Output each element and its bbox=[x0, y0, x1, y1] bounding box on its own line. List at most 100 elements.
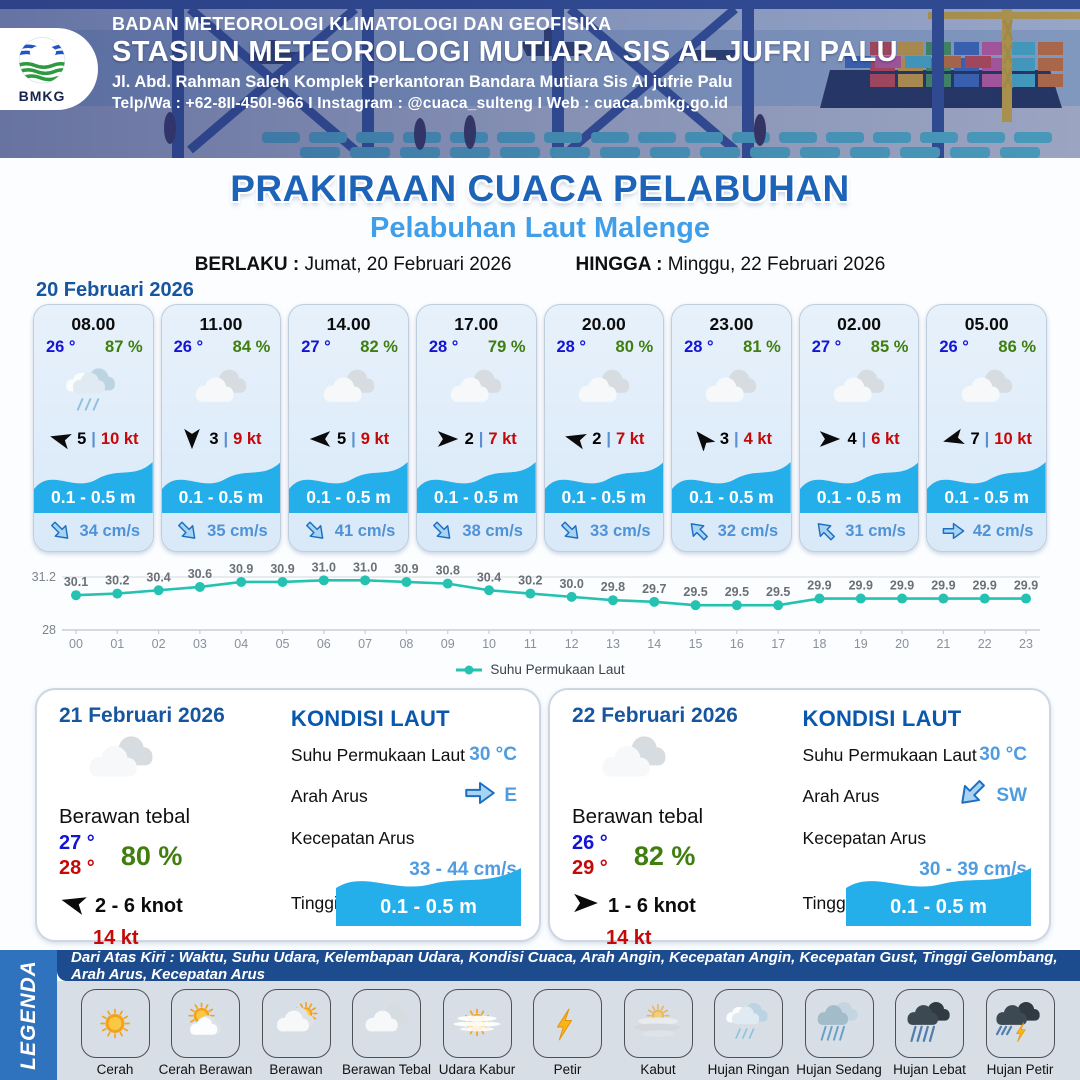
hourly-card-02.00: 02.00 27 ° 85 % 4 | 6 kt 0.1 - 0.5 m 31 … bbox=[798, 304, 920, 552]
svg-text:05: 05 bbox=[276, 637, 290, 651]
legend-item-label: Hujan Petir bbox=[986, 1062, 1054, 1077]
legend-icon-box bbox=[714, 989, 783, 1058]
bmkg-logo-icon bbox=[18, 37, 66, 84]
svg-text:30.2: 30.2 bbox=[518, 574, 542, 588]
card-wind-speed: 2 bbox=[464, 429, 474, 448]
svg-text:29.9: 29.9 bbox=[973, 579, 997, 593]
petir-icon bbox=[556, 1008, 572, 1041]
separator: | bbox=[478, 429, 484, 448]
wind-direction-icon bbox=[437, 431, 458, 447]
wave-height-value: 0.1 - 0.5 m bbox=[890, 896, 987, 918]
daily-date: 22 Februari 2026 bbox=[572, 704, 738, 727]
legend-icons-row: Cerah Cerah Berawan Berawan Berawan Teba… bbox=[57, 981, 1080, 1080]
current-direction-icon bbox=[561, 521, 579, 539]
station-name: STASIUN METEOROLOGI MUTIARA SIS AL JUFRI… bbox=[112, 36, 898, 68]
svg-text:09: 09 bbox=[441, 637, 455, 651]
hourly-card-17.00: 17.00 28 ° 79 % 2 | 7 kt 0.1 - 0.5 m 38 … bbox=[415, 304, 537, 552]
card-wave-height: 0.1 - 0.5 m bbox=[433, 487, 519, 507]
daily-card-22-feb: 22 Februari 2026 Berawan tebal 26 ° 29 °… bbox=[548, 688, 1051, 949]
card-wave-height: 0.1 - 0.5 m bbox=[816, 487, 902, 507]
legend-icon-box bbox=[80, 989, 150, 1058]
legend-item-berawan-tebal: Berawan Tebal bbox=[341, 989, 432, 1077]
card-current-speed: 41 cm/s bbox=[334, 521, 396, 540]
legend-icon-box bbox=[985, 989, 1055, 1058]
card-weather-icon bbox=[34, 357, 153, 427]
hourly-card-23.00: 23.00 28 ° 81 % 3 | 4 kt 0.1 - 0.5 m 32 … bbox=[671, 304, 792, 552]
card-humidity: 82 % bbox=[360, 338, 398, 356]
card-wind-speed: 2 bbox=[592, 429, 602, 448]
card-gust: 9 kt bbox=[233, 429, 262, 448]
svg-text:29.9: 29.9 bbox=[849, 579, 873, 593]
svg-text:30.4: 30.4 bbox=[146, 570, 170, 584]
legend-item-label: Berawan Tebal bbox=[341, 1062, 432, 1077]
card-temp: 26 ° bbox=[939, 338, 969, 356]
card-hour: 14.00 bbox=[326, 314, 371, 334]
berawan-tebal-icon bbox=[961, 369, 1012, 402]
card-hour: 11.00 bbox=[199, 314, 243, 334]
berawan-icon bbox=[276, 1001, 318, 1032]
svg-text:13: 13 bbox=[606, 637, 620, 651]
card-hour: 20.00 bbox=[581, 314, 626, 334]
svg-text:29.9: 29.9 bbox=[890, 579, 914, 593]
legend-item-hujan-ringan: Hujan Ringan bbox=[705, 989, 793, 1077]
card-temp: 28 ° bbox=[428, 338, 459, 356]
current-speed-label: Kecepatan Arus bbox=[290, 828, 415, 848]
card-gust: 10 kt bbox=[994, 429, 1032, 448]
sst-chart: 31.2 28 30.1 00 30.2 01 30.4 02 30.6 03 30.9 04 30.9… bbox=[0, 556, 1080, 656]
sea-condition-heading: KONDISI LAUT bbox=[802, 706, 962, 731]
hourly-card-11.00: 11.00 26 ° 84 % 3 | 9 kt 0.1 - 0.5 m 35 … bbox=[160, 304, 282, 552]
wind-direction-icon bbox=[59, 889, 87, 923]
berawan-tebal-icon bbox=[89, 736, 153, 777]
wave-icon bbox=[799, 462, 919, 513]
daily-card-21-feb: 21 Februari 2026 Berawan tebal 27 ° 28 °… bbox=[35, 688, 541, 949]
daily-weather-icon bbox=[590, 732, 797, 803]
svg-text:29.8: 29.8 bbox=[601, 580, 625, 594]
card-weather-icon bbox=[162, 357, 281, 427]
legend-item-udara-kabur: Udara Kabur bbox=[433, 989, 521, 1077]
wave-icon bbox=[289, 462, 408, 513]
legend-tab: LEGENDA bbox=[0, 950, 57, 1080]
card-wave-band: 0.1 - 0.5 m bbox=[416, 455, 536, 513]
wave-height-box: 0.1 - 0.5 m bbox=[846, 862, 1031, 926]
daily-temp-max: 28 ° bbox=[59, 857, 95, 879]
daily-temp-min: 26 ° bbox=[572, 832, 608, 854]
current-dir-value: SW bbox=[996, 785, 1027, 806]
svg-text:01: 01 bbox=[110, 637, 124, 651]
legend-item-petir: Petir bbox=[524, 989, 612, 1077]
card-wave-band: 0.1 - 0.5 m bbox=[799, 455, 919, 513]
valid-from-label: BERLAKU : bbox=[194, 254, 300, 275]
current-speed-label: Kecepatan Arus bbox=[802, 828, 927, 848]
svg-text:14: 14 bbox=[647, 637, 661, 651]
wind-direction-icon bbox=[820, 431, 841, 447]
legend-item-label: Hujan Sedang bbox=[796, 1062, 882, 1077]
card-temp: 27 ° bbox=[301, 338, 331, 356]
daily-date: 21 Februari 2026 bbox=[59, 704, 225, 727]
title-block: PRAKIRAAN CUACA PELABUHAN Pelabuhan Laut… bbox=[0, 168, 1080, 276]
daily-wind-range: 2 - 6 knot bbox=[95, 894, 183, 917]
legend-item-label: Udara Kabur bbox=[438, 1062, 516, 1077]
card-hour: 17.00 bbox=[454, 314, 499, 334]
legend-item-label: Hujan Lebat bbox=[893, 1062, 966, 1077]
svg-text:30.9: 30.9 bbox=[229, 562, 253, 576]
current-dir-label: Arah Arus bbox=[802, 785, 880, 806]
current-dir-label: Arah Arus bbox=[290, 785, 368, 806]
legend-tab-label: LEGENDA bbox=[16, 960, 40, 1070]
chart-legend-marker-icon bbox=[456, 665, 483, 674]
svg-text:08: 08 bbox=[399, 637, 413, 651]
card-hour: 23.00 bbox=[709, 314, 754, 334]
wave-icon bbox=[416, 462, 536, 513]
svg-text:17: 17 bbox=[771, 637, 785, 651]
svg-text:30.6: 30.6 bbox=[188, 567, 212, 581]
hourly-card-05.00: 05.00 26 ° 86 % 7 | 10 kt 0.1 - 0.5 m 42… bbox=[926, 304, 1047, 552]
svg-text:31.0: 31.0 bbox=[312, 560, 336, 574]
daily-humidity: 82 % bbox=[633, 840, 696, 871]
card-wave-height: 0.1 - 0.5 m bbox=[689, 487, 774, 507]
daily-humidity: 80 % bbox=[120, 840, 183, 871]
berawan-tebal-icon bbox=[365, 1004, 408, 1032]
svg-text:12: 12 bbox=[565, 637, 579, 651]
card-current-speed: 32 cm/s bbox=[717, 521, 779, 540]
card-gust: 7 kt bbox=[488, 429, 517, 448]
card-hour: 05.00 bbox=[964, 314, 1009, 334]
svg-text:30.1: 30.1 bbox=[64, 575, 88, 589]
card-wave-height: 0.1 - 0.5 m bbox=[50, 487, 136, 507]
